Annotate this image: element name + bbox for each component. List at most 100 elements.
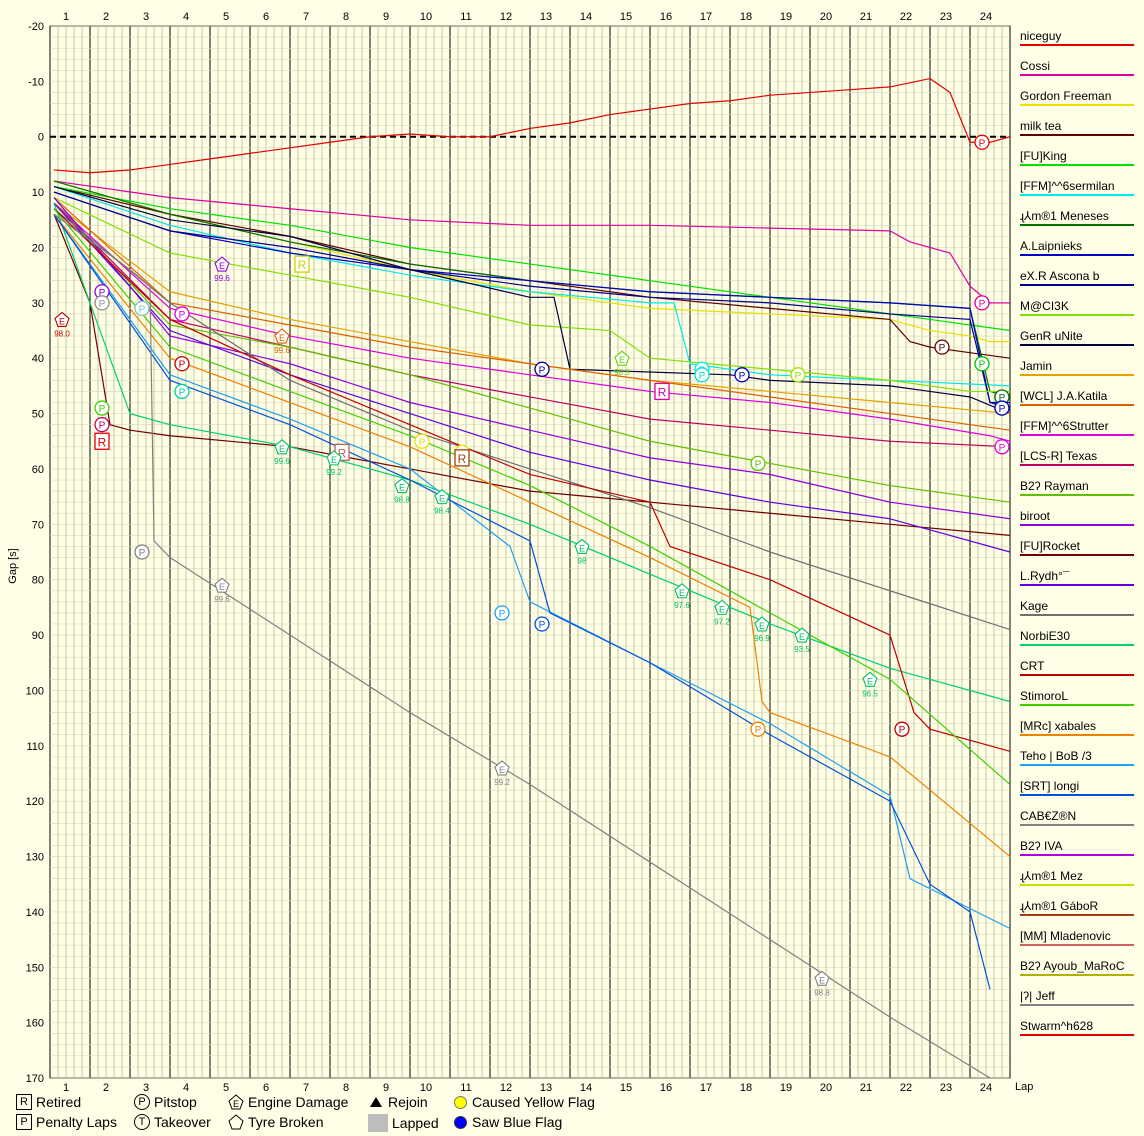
legend-retired: R Retired bbox=[16, 1094, 81, 1110]
y-tick-label: 160 bbox=[26, 1018, 44, 1030]
engine-damage-marker bbox=[614, 350, 630, 366]
legend-entry: [SRT] longi bbox=[1020, 779, 1079, 793]
engine-damage-value: 99.6 bbox=[214, 595, 230, 604]
lap-tick-top: 1 bbox=[63, 11, 69, 23]
series-line bbox=[53, 202, 1011, 553]
legend-blue-label: Saw Blue Flag bbox=[472, 1114, 563, 1130]
legend-entry: [MM] Mladenovic bbox=[1020, 929, 1111, 943]
engine-damage-marker bbox=[274, 328, 290, 344]
legend-entry: B2ʔ Rayman bbox=[1020, 479, 1089, 493]
lap-tick-bottom: 6 bbox=[263, 1082, 269, 1094]
legend-entry: NorbiE30 bbox=[1020, 629, 1070, 643]
y-tick-label: 170 bbox=[26, 1073, 44, 1085]
legend-entry: Kage bbox=[1020, 599, 1048, 613]
pitstop-marker bbox=[174, 306, 190, 322]
legend-blue: Saw Blue Flag bbox=[452, 1114, 562, 1130]
engine-damage-marker-label: E bbox=[439, 494, 445, 504]
lap-tick-bottom: 24 bbox=[980, 1082, 992, 1094]
engine-damage-value: 98.8 bbox=[394, 496, 410, 505]
yellow-flag-icon bbox=[453, 1095, 467, 1109]
takeover-icon: T bbox=[134, 1114, 150, 1130]
legend-entry: M@CI3K bbox=[1020, 299, 1069, 313]
retired-marker bbox=[454, 449, 470, 467]
series-line bbox=[53, 191, 1010, 404]
legend-rejoin: Rejoin bbox=[368, 1094, 428, 1110]
lap-tick-top: 9 bbox=[383, 11, 389, 23]
retired-marker bbox=[94, 432, 110, 450]
engine-damage-marker bbox=[394, 477, 410, 494]
pitstop-marker bbox=[534, 361, 550, 377]
legend-pitstop-label: Pitstop bbox=[154, 1094, 197, 1110]
engine-damage-marker-label: E bbox=[867, 676, 873, 686]
series-line bbox=[53, 208, 1011, 752]
series-line bbox=[53, 202, 1011, 442]
pitstop-marker-label: P bbox=[979, 299, 986, 310]
y-tick-label: 110 bbox=[26, 741, 44, 753]
lap-tick-top: 15 bbox=[620, 11, 632, 23]
pitstop-marker-label: P bbox=[99, 288, 106, 299]
legend-engine: E Engine Damage bbox=[228, 1094, 348, 1110]
engine-damage-value: 97.2 bbox=[714, 617, 730, 626]
y-tick-label: 150 bbox=[26, 962, 44, 974]
retired-marker bbox=[294, 255, 310, 273]
lap-tick-top: 18 bbox=[740, 11, 752, 23]
legend-lapped: Lapped bbox=[368, 1114, 439, 1132]
pitstop-marker-label: P bbox=[939, 343, 946, 354]
pitstop-marker-label: P bbox=[179, 387, 186, 398]
lap-tick-bottom: 18 bbox=[740, 1082, 752, 1094]
lap-tick-top: 5 bbox=[223, 11, 229, 23]
y-tick-label: 120 bbox=[26, 796, 44, 808]
legend-entry: [FU]King bbox=[1020, 149, 1067, 163]
gap-chart: PPPPPPPPPPPPPPPPPPPPPPPPPPPPRRRRRE98.0E9… bbox=[7, 11, 1134, 1094]
legend-entry: GenR uNite bbox=[1020, 329, 1083, 343]
lap-tick-bottom: 13 bbox=[540, 1082, 552, 1094]
engine-damage-icon: E bbox=[228, 1094, 244, 1110]
lap-tick-top: 13 bbox=[540, 11, 552, 23]
y-tick-label: 30 bbox=[32, 298, 44, 310]
lap-tick-top: 17 bbox=[700, 11, 712, 23]
lap-tick-top: 23 bbox=[940, 11, 952, 23]
legend-tyre: Tyre Broken bbox=[228, 1114, 323, 1130]
pitstop-marker-label: P bbox=[999, 443, 1006, 454]
engine-damage-marker bbox=[54, 311, 70, 328]
pitstop-marker-label: P bbox=[139, 548, 146, 559]
yellow-flag-icon-wrap bbox=[452, 1094, 468, 1110]
engine-damage-marker bbox=[326, 450, 342, 466]
pitstop-marker-label: P bbox=[979, 360, 986, 371]
pitstop-marker bbox=[994, 400, 1010, 416]
engine-damage-marker-label: E bbox=[719, 604, 725, 614]
legend-penalty-label: Penalty Laps bbox=[36, 1114, 117, 1130]
legend-takeover: T Takeover bbox=[134, 1114, 211, 1130]
lap-tick-bottom: 9 bbox=[383, 1082, 389, 1094]
pitstop-marker-label: P bbox=[179, 310, 186, 321]
legend-entry: Teho | BoB /3 bbox=[1020, 749, 1092, 763]
series-line bbox=[53, 185, 1011, 332]
lap-tick-bottom: 19 bbox=[780, 1082, 792, 1094]
pitstop-marker-label: P bbox=[739, 371, 746, 382]
lap-tick-bottom: 17 bbox=[700, 1082, 712, 1094]
lap-tick-bottom: 5 bbox=[223, 1082, 229, 1094]
engine-damage-marker bbox=[214, 256, 230, 272]
engine-damage-marker-label: E bbox=[59, 316, 65, 326]
pitstop-marker bbox=[974, 134, 990, 150]
lap-tick-top: 2 bbox=[103, 11, 109, 23]
engine-damage-value: 98.0 bbox=[54, 329, 70, 338]
legend-entry: milk tea bbox=[1020, 119, 1062, 133]
legend-entry: Stwarm^h628 bbox=[1020, 1019, 1093, 1033]
engine-damage-value: 99.6 bbox=[274, 457, 290, 466]
lap-tick-top: 3 bbox=[143, 11, 149, 23]
series-line bbox=[53, 191, 1011, 409]
lap-tick-top: 8 bbox=[343, 11, 349, 23]
y-axis-label: Gap [s] bbox=[7, 548, 19, 583]
y-tick-label: 40 bbox=[32, 353, 44, 365]
event-legend: R Retired P Penalty Laps P Pitstop T Tak… bbox=[16, 1094, 636, 1136]
engine-damage-marker bbox=[754, 616, 770, 632]
pitstop-marker bbox=[974, 295, 990, 311]
pitstop-marker bbox=[134, 544, 150, 560]
retired-marker-label: R bbox=[298, 258, 307, 272]
y-tick-label: 60 bbox=[32, 464, 44, 476]
engine-damage-marker-label: E bbox=[279, 333, 285, 343]
pitstop-marker bbox=[534, 616, 550, 632]
legend-takeover-label: Takeover bbox=[154, 1114, 211, 1130]
lap-tick-top: 6 bbox=[263, 11, 269, 23]
